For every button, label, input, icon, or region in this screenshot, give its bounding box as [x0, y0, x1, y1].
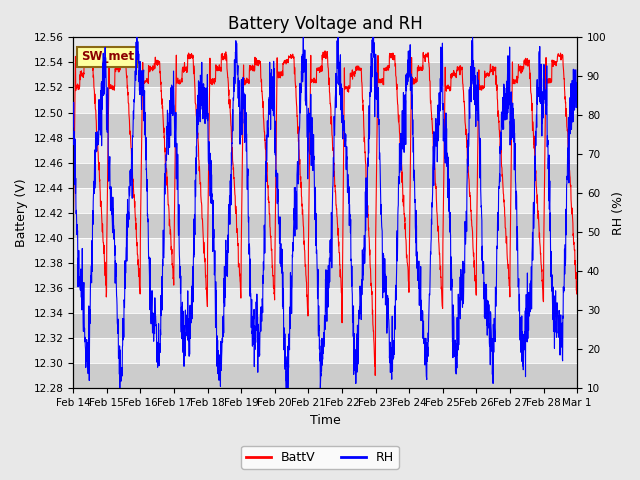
Title: Battery Voltage and RH: Battery Voltage and RH: [228, 15, 422, 33]
Bar: [73, 338, 577, 363]
Bar: [73, 37, 577, 62]
Bar: [73, 188, 577, 213]
Bar: [73, 263, 577, 288]
Bar: [73, 138, 577, 163]
Y-axis label: Battery (V): Battery (V): [15, 179, 28, 247]
Bar: [73, 163, 577, 188]
Bar: [73, 313, 577, 338]
Bar: [73, 288, 577, 313]
Legend: BattV, RH: BattV, RH: [241, 446, 399, 469]
X-axis label: Time: Time: [310, 414, 340, 427]
Y-axis label: RH (%): RH (%): [612, 191, 625, 235]
Bar: [73, 62, 577, 87]
Bar: [73, 363, 577, 388]
Bar: [73, 87, 577, 112]
Bar: [73, 112, 577, 138]
Bar: [73, 238, 577, 263]
Text: SW_met: SW_met: [81, 50, 134, 63]
Bar: [73, 213, 577, 238]
